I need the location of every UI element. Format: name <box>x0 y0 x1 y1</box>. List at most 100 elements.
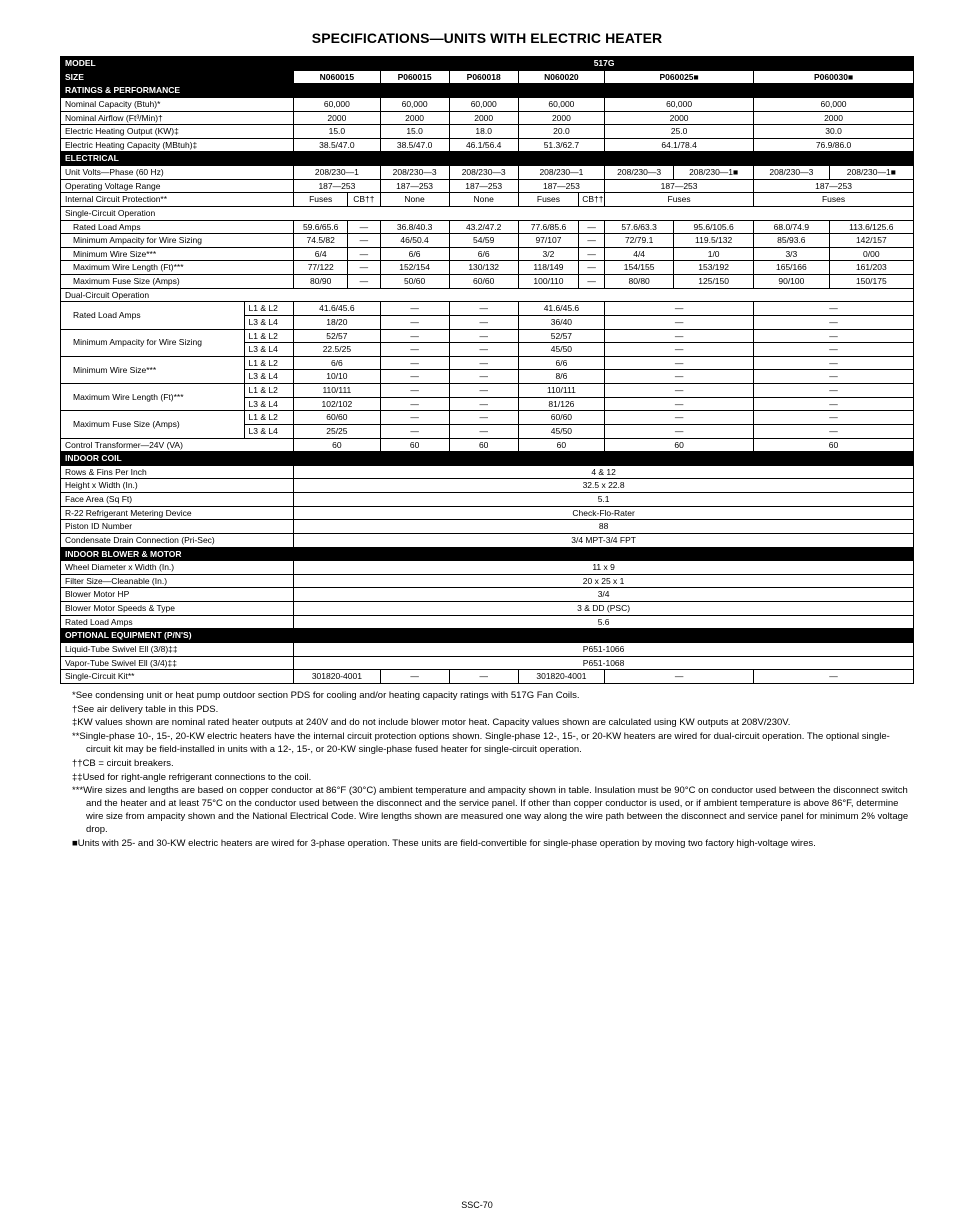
row-label: Condensate Drain Connection (Pri-Sec) <box>61 533 294 547</box>
cell: 15.0 <box>380 125 449 139</box>
cell: 4/4 <box>605 247 674 261</box>
cell: 72/79.1 <box>605 234 674 248</box>
cell: 208/230—1 <box>294 166 380 180</box>
cell: — <box>754 329 914 343</box>
line-label: L3 & L4 <box>244 315 294 329</box>
cell: 3 & DD (PSC) <box>294 602 914 616</box>
cell: — <box>605 370 754 384</box>
cell: — <box>605 315 754 329</box>
cell: 187—253 <box>380 179 449 193</box>
row-label: Control Transformer—24V (VA) <box>61 438 294 452</box>
cell: 152/154 <box>380 261 449 275</box>
cell: 90/100 <box>754 275 830 289</box>
section-electrical: ELECTRICAL <box>61 152 914 166</box>
line-label: L1 & L2 <box>244 356 294 370</box>
cell: 32.5 x 22.8 <box>294 479 914 493</box>
cell: Fuses <box>605 193 754 207</box>
cell: — <box>449 670 518 684</box>
row-label: Nominal Capacity (Btuh)* <box>61 97 294 111</box>
cell: 18/20 <box>294 315 380 329</box>
cell: — <box>605 424 754 438</box>
row-label: Face Area (Sq Ft) <box>61 493 294 507</box>
cell: 2000 <box>294 111 380 125</box>
cell: 68.0/74.9 <box>754 220 830 234</box>
cell: 36.8/40.3 <box>380 220 449 234</box>
cell: 154/155 <box>605 261 674 275</box>
cell: 110/111 <box>518 384 604 398</box>
size-label: SIZE <box>61 70 294 84</box>
cell: 64.1/78.4 <box>605 138 754 152</box>
cell: 25/25 <box>294 424 380 438</box>
cell: — <box>579 275 605 289</box>
row-label: Vapor-Tube Swivel Ell (3/4)‡‡ <box>61 656 294 670</box>
row-label: Height x Width (In.) <box>61 479 294 493</box>
cell: 187—253 <box>449 179 518 193</box>
series-header: 517G <box>294 57 914 71</box>
cell: 208/230—3 <box>380 166 449 180</box>
cell: — <box>380 329 449 343</box>
size-col: P060030■ <box>754 70 914 84</box>
cell: 187—253 <box>754 179 914 193</box>
cell: — <box>380 315 449 329</box>
cell: CB†† <box>348 193 380 207</box>
cell: 95.6/105.6 <box>674 220 754 234</box>
cell: 3/4 MPT-3/4 FPT <box>294 533 914 547</box>
cell: 57.6/63.3 <box>605 220 674 234</box>
line-label: L3 & L4 <box>244 370 294 384</box>
cell: 41.6/45.6 <box>518 302 604 316</box>
cell: 208/230—3 <box>449 166 518 180</box>
cell: 38.5/47.0 <box>294 138 380 152</box>
footnotes: *See condensing unit or heat pump outdoo… <box>60 690 914 851</box>
cell: 208/230—3 <box>754 166 830 180</box>
cell: 60 <box>449 438 518 452</box>
cell: 153/192 <box>674 261 754 275</box>
cell: 76.9/86.0 <box>754 138 914 152</box>
cell: 187—253 <box>605 179 754 193</box>
cell: P651-1068 <box>294 656 914 670</box>
cell: 0/00 <box>829 247 913 261</box>
cell: 60/60 <box>449 275 518 289</box>
cell: 2000 <box>380 111 449 125</box>
line-label: L3 & L4 <box>244 343 294 357</box>
size-col: N060015 <box>294 70 380 84</box>
row-label: Maximum Wire Length (Ft)*** <box>61 384 245 411</box>
cell: 3/2 <box>518 247 578 261</box>
row-label: Rows & Fins Per Inch <box>61 465 294 479</box>
row-label: Maximum Fuse Size (Amps) <box>61 411 245 438</box>
spec-table: MODEL 517G SIZE N060015 P060015 P060018 … <box>60 56 914 684</box>
footnote: ‡‡Used for right-angle refrigerant conne… <box>60 772 914 785</box>
size-col: N060020 <box>518 70 604 84</box>
cell: 100/110 <box>518 275 578 289</box>
cell: 187—253 <box>294 179 380 193</box>
cell: — <box>754 411 914 425</box>
row-label: Piston ID Number <box>61 520 294 534</box>
cell: 60,000 <box>449 97 518 111</box>
cell: 60,000 <box>605 97 754 111</box>
cell: 208/230—1■ <box>829 166 913 180</box>
row-label: Wheel Diameter x Width (In.) <box>61 561 294 575</box>
row-label: Blower Motor HP <box>61 588 294 602</box>
cell: — <box>380 356 449 370</box>
cell: — <box>579 220 605 234</box>
cell: — <box>754 302 914 316</box>
cell: 1/0 <box>674 247 754 261</box>
cell: — <box>449 315 518 329</box>
cell: — <box>754 670 914 684</box>
row-label: Electric Heating Output (KW)‡ <box>61 125 294 139</box>
cell: — <box>380 370 449 384</box>
cell: — <box>754 397 914 411</box>
row-label: Single-Circuit Operation <box>61 206 914 220</box>
cell: 77/122 <box>294 261 348 275</box>
cell: 301820-4001 <box>518 670 604 684</box>
cell: 38.5/47.0 <box>380 138 449 152</box>
cell: CB†† <box>579 193 605 207</box>
cell: — <box>348 261 380 275</box>
footnote: **Single-phase 10-, 15-, 20-KW electric … <box>60 731 914 757</box>
cell: 60/60 <box>294 411 380 425</box>
cell: 46.1/56.4 <box>449 138 518 152</box>
cell: — <box>449 424 518 438</box>
cell: 208/230—3 <box>605 166 674 180</box>
row-label: Nominal Airflow (Ft³/Min)† <box>61 111 294 125</box>
row-label: Dual-Circuit Operation <box>61 288 914 302</box>
cell: 80/80 <box>605 275 674 289</box>
